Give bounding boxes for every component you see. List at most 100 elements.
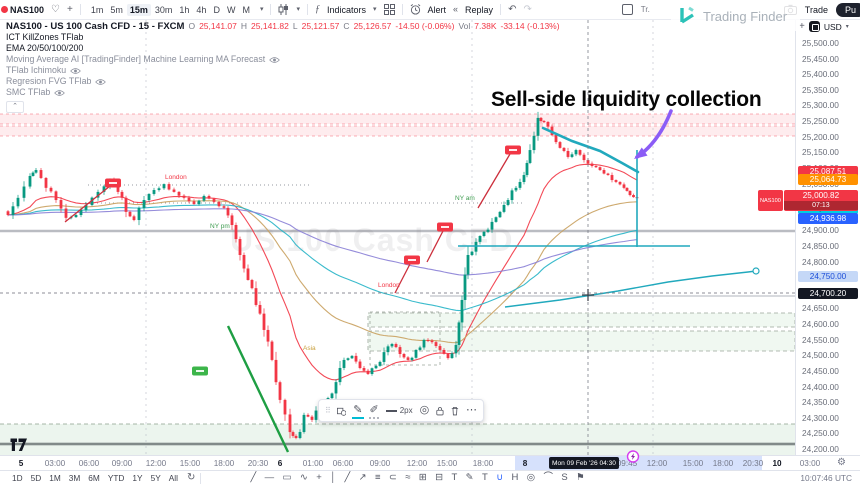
publish-button[interactable]: Pu <box>835 2 860 17</box>
chart-style-caret-icon[interactable]: ▾ <box>296 6 300 13</box>
timeframe-15m[interactable]: 15m <box>126 3 151 16</box>
polyline-tool-icon[interactable]: ∿ <box>299 472 308 484</box>
eye-icon[interactable] <box>95 78 107 86</box>
alert-button[interactable]: Alert <box>427 4 447 15</box>
indicators-button[interactable]: Indicators <box>326 4 366 15</box>
line-width-button[interactable]: 2px <box>385 406 413 415</box>
grid-tool-icon[interactable]: ⊞ <box>418 472 427 484</box>
replay-button[interactable]: Replay <box>465 4 494 15</box>
tradingview-logo-icon[interactable] <box>10 438 28 452</box>
go-to-date-icon[interactable]: ↻ <box>186 472 196 483</box>
marker-tool-icon[interactable]: ✐ <box>368 405 380 419</box>
legend-indicator-row[interactable]: TFlab Ichimoku <box>6 65 560 77</box>
timeframe-D[interactable]: D <box>213 4 220 15</box>
gann-box-tool-icon[interactable]: ⊟ <box>435 472 444 484</box>
trash-icon[interactable] <box>451 405 459 417</box>
price-tick: 25,300.00 <box>802 100 839 111</box>
timeframe-M[interactable]: M <box>242 4 250 15</box>
currency-label[interactable]: USD <box>823 21 842 32</box>
time-tick: 12:00 <box>145 459 167 468</box>
legend-collapse-button[interactable]: ⌃ <box>6 100 24 113</box>
pencil-tool-icon[interactable]: ✎ <box>352 405 364 419</box>
more-options-icon[interactable]: ⋯ <box>466 404 477 416</box>
eye-icon[interactable] <box>70 67 81 75</box>
magnet-tool-icon[interactable]: ∪ <box>496 472 504 484</box>
price-axis[interactable]: + USD ▾ 25,500.00 25,450.00 25,400.00 25,35… <box>758 19 860 455</box>
parallel-channel-tool-icon[interactable]: ≡ <box>374 472 381 484</box>
horizontal-line-tool-icon[interactable]: — <box>264 472 275 484</box>
price-tick: 25,500.00 <box>802 38 839 48</box>
pitchfork-tool-icon[interactable]: ⊂ <box>388 472 397 484</box>
vertical-line-tool-icon[interactable]: │ <box>330 472 337 484</box>
legend-indicator-row[interactable]: Moving Average AI [TradingFinder] Machin… <box>6 54 560 66</box>
axis-settings-gear-icon[interactable]: ⚙ <box>837 457 846 468</box>
rectangle-tool-icon[interactable]: ▭ <box>282 472 292 484</box>
currency-caret-icon[interactable]: ▾ <box>845 24 849 30</box>
indicators-caret-icon[interactable]: ▾ <box>373 6 377 13</box>
legend-indicator-row[interactable]: EMA 20/50/100/200 <box>6 43 560 55</box>
indicator-templates-icon[interactable] <box>383 4 395 15</box>
forecast-curve-flat[interactable] <box>504 270 757 308</box>
range-6m[interactable]: 6M <box>88 473 100 483</box>
chart-canvas[interactable]: London London NY pm NY am Asia <box>0 20 795 455</box>
cross-tool-icon[interactable]: + <box>316 472 322 484</box>
timeframe-1m[interactable]: 1m <box>90 4 104 15</box>
watchlist-heart-icon[interactable]: ♡ <box>51 3 60 15</box>
time-tick: 03:00 <box>44 459 66 468</box>
flag-tool-icon[interactable]: ⚑ <box>576 472 585 484</box>
symbol-button[interactable]: NAS100 <box>10 4 45 15</box>
legend-indicator-row[interactable]: SMC TFlab <box>6 87 560 99</box>
range-1m[interactable]: 1M <box>49 473 61 483</box>
arc-tool-icon[interactable]: ⌒ <box>543 472 553 484</box>
range-1y[interactable]: 1Y <box>132 473 143 483</box>
compare-add-icon[interactable]: + <box>67 3 73 15</box>
range-1d[interactable]: 1D <box>12 473 23 483</box>
eye-icon[interactable] <box>269 56 280 64</box>
green-trendline[interactable] <box>226 325 290 453</box>
time-tick: 5 <box>18 459 24 468</box>
user-label[interactable]: Tr. <box>640 5 650 14</box>
eye-icon[interactable] <box>54 89 66 97</box>
trend-line-tool-icon[interactable]: ╱ <box>250 472 257 484</box>
price-tick: 24,250.00 <box>802 428 839 439</box>
legend-indicator-row[interactable]: Regresion FVG TFlab <box>6 76 560 88</box>
text-tool-icon[interactable]: T <box>451 472 458 484</box>
range-all[interactable]: All <box>168 473 178 483</box>
legend-indicator-row[interactable]: ICT KillZones TFlab <box>6 32 560 44</box>
forecast-endpoint-marker[interactable] <box>752 267 760 275</box>
timeframe-5m[interactable]: 5m <box>110 4 123 15</box>
forecast-curve-down[interactable] <box>541 126 640 174</box>
undo-icon[interactable]: ↶ <box>508 3 517 15</box>
arrow-tool-icon[interactable]: ↗ <box>358 472 367 484</box>
note-tool-icon[interactable]: T <box>482 472 488 484</box>
circle-tool-icon[interactable]: ◎ <box>526 472 536 484</box>
head-shoulders-tool-icon[interactable]: H <box>511 472 519 484</box>
lock-icon[interactable] <box>436 405 444 417</box>
timeframe-caret-icon[interactable]: ▾ <box>259 6 264 13</box>
timeframe-4h[interactable]: 4h <box>196 4 207 15</box>
range-3m[interactable]: 3M <box>68 473 81 483</box>
legend-symbol-row[interactable]: NAS100 - US 100 Cash CFD - 15 - FXCM O 25… <box>6 21 560 32</box>
add-alert-plus-icon[interactable]: + <box>799 21 805 32</box>
wave-tool-icon[interactable]: ≈ <box>405 472 411 484</box>
price-label-pill: 25,064.73 <box>798 173 858 185</box>
timeframe-30m[interactable]: 30m <box>154 4 173 15</box>
line-style-icon[interactable]: ◎ <box>419 404 430 416</box>
redo-icon[interactable]: ↷ <box>523 3 532 15</box>
curve-tool-icon[interactable]: S <box>561 472 568 484</box>
trade-button[interactable]: Trade <box>804 4 828 15</box>
event-marker[interactable] <box>626 450 640 465</box>
layout-icon[interactable] <box>621 4 633 15</box>
candle-style-icon[interactable] <box>278 4 289 15</box>
shape-style-icon[interactable] <box>336 405 347 417</box>
range-5y[interactable]: 5Y <box>150 473 161 483</box>
timeframe-1h[interactable]: 1h <box>179 4 190 15</box>
timeframe-W[interactable]: W <box>226 4 236 15</box>
brush-tool-icon[interactable]: ✎ <box>465 472 474 484</box>
drag-handle-icon[interactable]: ⠿ <box>325 405 331 415</box>
range-ytd[interactable]: YTD <box>107 473 125 483</box>
range-5d[interactable]: 5D <box>30 473 42 483</box>
time-axis[interactable]: ⚙ 5 03:00 06:00 09:00 12:00 15:00 18:00 20:30 6 0… <box>0 450 860 471</box>
ray-tool-icon[interactable]: ╱ <box>344 472 351 484</box>
quick-trade-icon[interactable] <box>808 21 820 32</box>
